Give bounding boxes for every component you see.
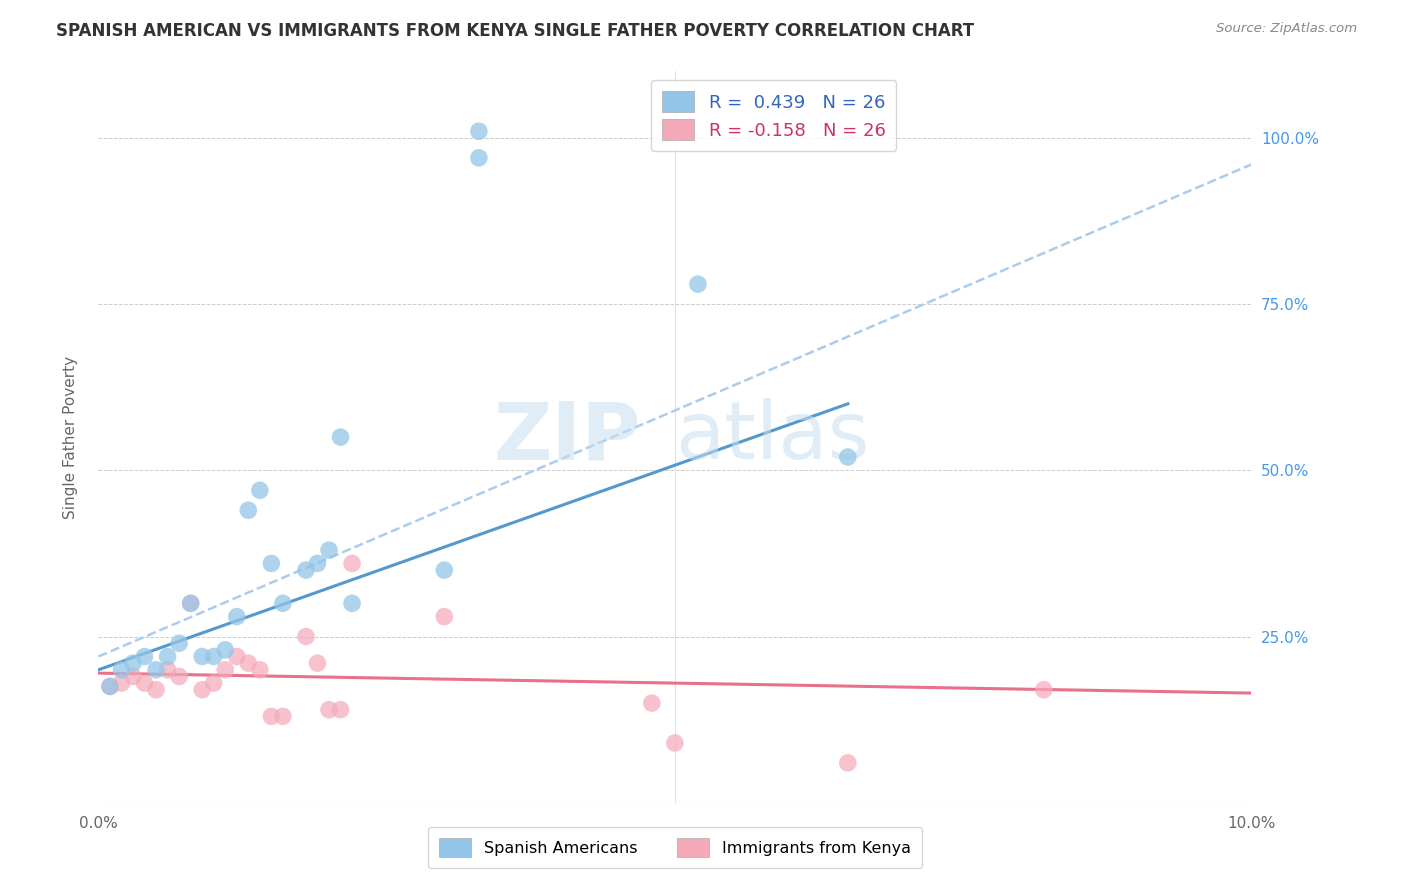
Point (214, 643, 236, 657)
Text: SPANISH AMERICAN VS IMMIGRANTS FROM KENYA SINGLE FATHER POVERTY CORRELATION CHAR: SPANISH AMERICAN VS IMMIGRANTS FROM KENY… (56, 22, 974, 40)
Point (145, 663, 167, 677)
Point (180, 596, 202, 610)
Point (156, 663, 179, 677)
Point (295, 630, 318, 644)
Point (167, 636, 190, 650)
Point (122, 669, 145, 683)
Legend: Spanish Americans, Immigrants from Kenya: Spanish Americans, Immigrants from Kenya (427, 827, 922, 868)
Point (433, 609, 456, 624)
Point (307, 557, 329, 571)
Y-axis label: Single Father Poverty: Single Father Poverty (63, 356, 77, 518)
Point (167, 669, 190, 683)
Point (214, 663, 236, 677)
Text: ZIP: ZIP (494, 398, 640, 476)
Point (110, 676, 132, 690)
Point (307, 656, 329, 670)
Point (98, 680, 121, 694)
Point (110, 663, 132, 677)
Point (271, 596, 294, 610)
Point (191, 682, 214, 697)
Point (433, 563, 456, 577)
Point (225, 609, 247, 624)
Point (468, 124, 491, 138)
Point (238, 503, 260, 517)
Point (837, 450, 859, 464)
Point (340, 596, 363, 610)
Point (134, 649, 156, 664)
Point (837, 756, 859, 770)
Point (145, 682, 167, 697)
Point (271, 709, 294, 723)
Point (238, 656, 260, 670)
Point (260, 557, 283, 571)
Point (249, 483, 271, 498)
Point (340, 557, 363, 571)
Point (686, 277, 709, 292)
Point (318, 543, 340, 558)
Point (329, 430, 352, 444)
Text: atlas: atlas (675, 398, 869, 476)
Point (329, 703, 352, 717)
Point (318, 703, 340, 717)
Point (249, 663, 271, 677)
Point (260, 709, 283, 723)
Point (122, 656, 145, 670)
Point (202, 649, 225, 664)
Point (468, 151, 491, 165)
Point (98, 680, 121, 694)
Point (180, 596, 202, 610)
Point (134, 676, 156, 690)
Point (664, 736, 686, 750)
Point (202, 676, 225, 690)
Point (156, 649, 179, 664)
Point (641, 696, 664, 710)
Point (1032, 682, 1054, 697)
Point (295, 563, 318, 577)
Point (191, 649, 214, 664)
Point (225, 649, 247, 664)
Text: Source: ZipAtlas.com: Source: ZipAtlas.com (1216, 22, 1357, 36)
